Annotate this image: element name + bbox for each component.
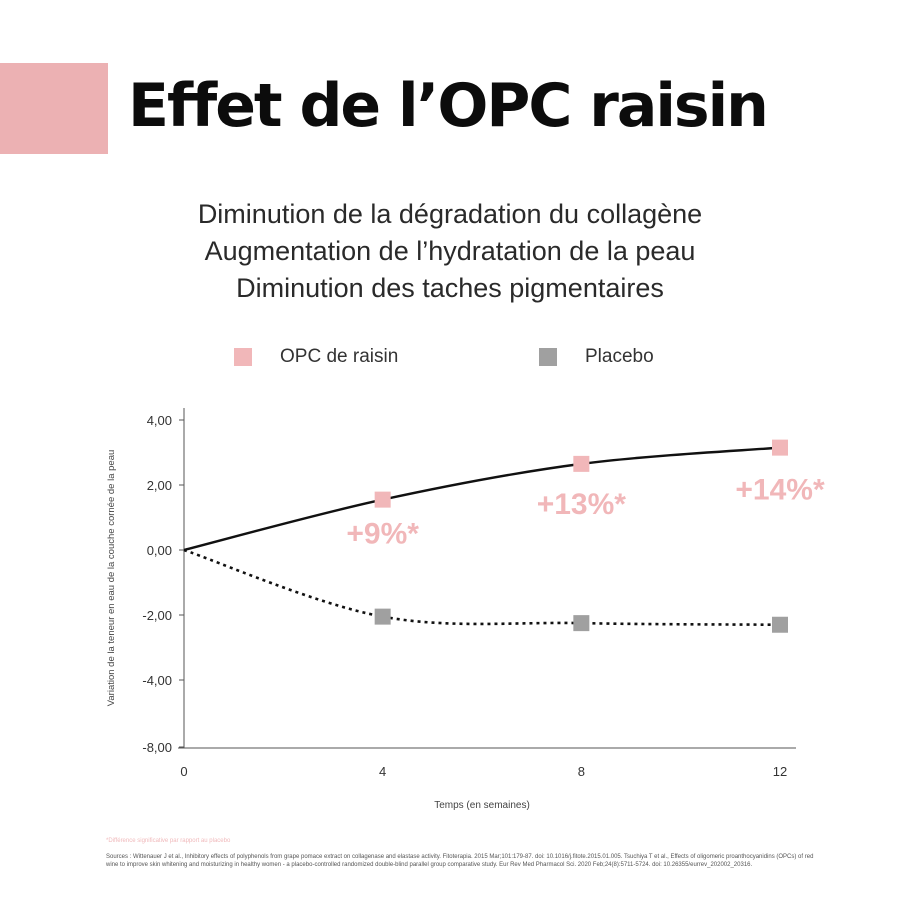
marker-placebo (374, 608, 391, 625)
legend-label-opc: OPC de raisin (280, 346, 399, 367)
significance-footnote: *Différence significative par rapport au… (106, 838, 231, 844)
x-tick-label: 12 (773, 764, 787, 779)
x-tick-label: 0 (180, 764, 187, 779)
y-tick-label: -2,00 (142, 608, 172, 623)
y-tick-label: 2,00 (147, 478, 172, 493)
accent-block (0, 63, 108, 154)
x-axis-label: Temps (en semaines) (434, 800, 530, 811)
legend-swatch-opc (234, 348, 252, 366)
data-label: +13%* (537, 488, 627, 521)
legend-item-opc: OPC de raisin (234, 344, 398, 370)
y-tick-label: -4,00 (142, 673, 172, 688)
subtitle-line: Diminution de la dégradation du collagèn… (197, 199, 703, 229)
y-tick-label: 4,00 (147, 413, 172, 428)
series-line-placebo (183, 548, 781, 627)
legend-item-placebo: Placebo (539, 344, 654, 370)
marker-placebo (772, 616, 788, 633)
chart-legend: OPC de raisin Placebo (0, 340, 900, 374)
y-tick-label: -8,00 (142, 740, 172, 755)
data-label: +14%* (735, 474, 825, 507)
x-tick-label: 4 (379, 764, 386, 779)
legend-swatch-placebo (539, 348, 557, 366)
legend-label-placebo: Placebo (585, 346, 654, 367)
y-tick-label: 0,00 (147, 543, 172, 558)
marker-opc (772, 439, 788, 456)
series-line-opc (183, 446, 781, 552)
marker-opc (374, 491, 391, 508)
data-label: +9%* (346, 518, 419, 551)
sources-text: Sources : Wittenauer J et al., Inhibitor… (106, 854, 814, 868)
page-title: Effet de l’OPC raisin (128, 71, 769, 141)
subtitle-list: Diminution de la dégradation du collagèn… (0, 196, 900, 307)
marker-placebo (573, 615, 590, 632)
y-axis-label: Variation de la teneur en eau de la couc… (106, 450, 117, 707)
subtitle-line: Augmentation de l’hydratation de la peau (204, 236, 696, 266)
marker-opc (573, 455, 590, 472)
x-tick-label: 8 (578, 764, 585, 779)
subtitle-line: Diminution des taches pigmentaires (236, 273, 664, 303)
